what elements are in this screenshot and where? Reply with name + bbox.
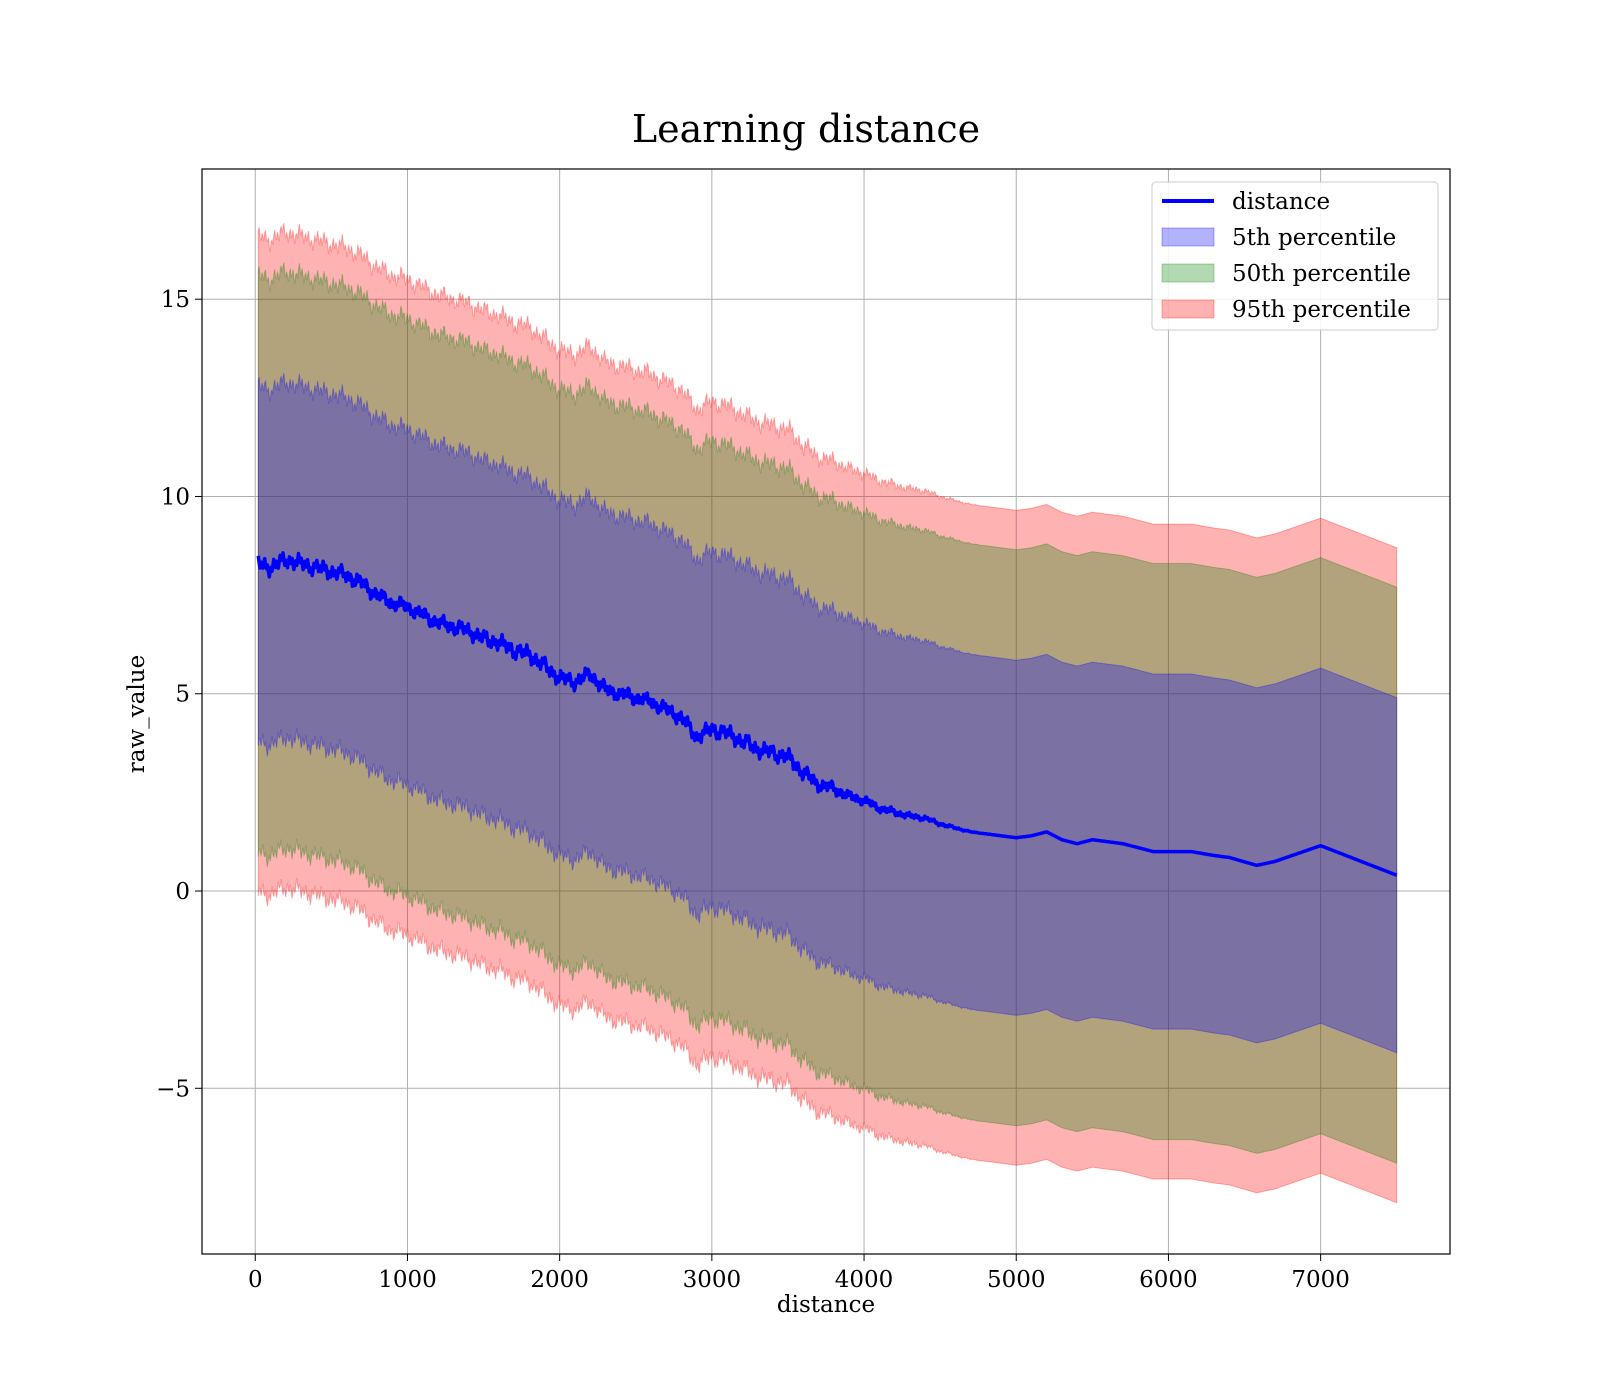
y-tick-label: −5 bbox=[156, 1076, 190, 1102]
legend-box bbox=[1151, 181, 1439, 331]
x-tick-label: 0 bbox=[248, 1267, 263, 1293]
x-tick-label: 2000 bbox=[530, 1267, 589, 1293]
y-tick-label: 0 bbox=[175, 879, 190, 905]
x-tick-label: 1000 bbox=[378, 1267, 437, 1293]
x-tick-label: 7000 bbox=[1291, 1267, 1350, 1293]
legend-label-distance: distance bbox=[1232, 189, 1330, 215]
band-5th-percentile bbox=[257, 373, 1398, 1054]
y-axis-label: raw_value bbox=[124, 655, 150, 773]
y-tick-label: 15 bbox=[161, 287, 190, 313]
tick-layer: 0 1000 2000 3000 4000 5000 6000 7000 −5 0 5 10 15 bbox=[156, 287, 1350, 1293]
band-95th-percentile bbox=[257, 223, 1398, 1204]
x-tick-label: 5000 bbox=[987, 1267, 1046, 1293]
legend-label-5th: 5th percentile bbox=[1232, 225, 1396, 251]
band-50th-percentile bbox=[257, 262, 1398, 1165]
legend-label-95th: 95th percentile bbox=[1232, 297, 1411, 323]
legend-swatch-5th bbox=[1161, 227, 1215, 247]
y-tick-label: 10 bbox=[161, 484, 190, 510]
series-line-distance bbox=[256, 551, 1398, 877]
y-tick-label: 5 bbox=[175, 682, 190, 708]
legend-swatch-50th bbox=[1161, 263, 1215, 283]
legend-swatch-95th bbox=[1161, 299, 1215, 319]
legend-label-50th: 50th percentile bbox=[1232, 261, 1411, 287]
x-tick-label: 3000 bbox=[683, 1267, 742, 1293]
legend: distance 5th percentile 50th percentile … bbox=[1151, 181, 1439, 331]
band-layer bbox=[257, 223, 1398, 1204]
line-layer bbox=[256, 551, 1398, 877]
x-tick-label: 4000 bbox=[835, 1267, 894, 1293]
x-tick-label: 6000 bbox=[1139, 1267, 1198, 1293]
chart-title: Learning distance bbox=[632, 107, 980, 151]
x-axis-label: distance bbox=[777, 1292, 875, 1318]
plot-frame bbox=[201, 168, 1451, 1255]
